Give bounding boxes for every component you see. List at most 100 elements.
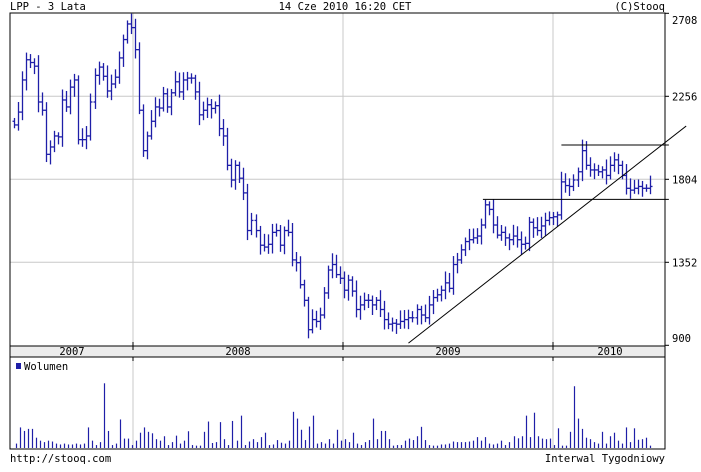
price-bar — [322, 287, 327, 319]
price-bar — [48, 140, 53, 165]
price-bar — [608, 156, 613, 180]
year-label: 2008 — [225, 346, 250, 358]
price-bar — [314, 310, 319, 328]
price-bar — [535, 217, 540, 236]
price-bar — [12, 117, 17, 129]
price-bar — [439, 285, 444, 302]
price-bar — [467, 228, 472, 251]
price-bar — [471, 228, 476, 244]
price-bar — [334, 254, 339, 278]
price-bar — [217, 94, 222, 137]
price-bar — [93, 68, 98, 109]
price-bar — [40, 92, 45, 116]
footer-url[interactable]: http://stooq.com — [10, 453, 111, 465]
price-bar — [36, 55, 41, 113]
price-bar — [241, 167, 246, 201]
price-bar — [254, 214, 259, 238]
price-bar — [270, 223, 275, 254]
price-bar — [531, 218, 536, 238]
price-bar — [543, 212, 548, 236]
price-bar — [366, 294, 371, 309]
year-label: 2009 — [435, 346, 460, 358]
price-bar — [415, 304, 420, 325]
price-bar — [447, 272, 452, 293]
price-bar — [141, 104, 146, 157]
price-bar — [229, 158, 234, 188]
price-bar — [197, 81, 202, 126]
price-bar — [511, 224, 516, 246]
price-bar — [177, 72, 182, 98]
price-bar — [44, 102, 49, 163]
price-bar — [523, 236, 528, 250]
price-bar — [193, 74, 198, 100]
copyright: (C)Stooq — [614, 1, 665, 13]
price-bar — [286, 219, 291, 237]
price-bar — [592, 163, 597, 180]
price-bar — [137, 42, 142, 115]
y-tick-label: 900 — [672, 333, 691, 345]
price-bar — [298, 256, 303, 289]
price-bar — [20, 71, 25, 121]
price-bar — [213, 101, 218, 114]
y-axis: 2708 2256 1804 1352 900 — [665, 12, 697, 346]
price-bar — [455, 252, 460, 274]
price-bar — [169, 88, 174, 116]
price-bar — [459, 244, 464, 264]
price-bar — [571, 174, 576, 192]
price-bar — [451, 256, 456, 295]
price-bar — [479, 218, 484, 245]
price-bar — [330, 253, 335, 279]
price-bar — [209, 99, 214, 119]
price-bar — [628, 178, 633, 199]
price-bar — [555, 211, 560, 227]
price-bar — [527, 216, 532, 252]
price-bar — [129, 13, 134, 35]
price-bar — [612, 152, 617, 172]
price-bar — [157, 98, 162, 117]
price-bar — [584, 141, 589, 170]
price-bar — [60, 89, 65, 147]
price-bar — [559, 171, 564, 220]
price-bar — [153, 97, 158, 128]
price-bar — [515, 226, 520, 248]
price-bar — [427, 295, 432, 325]
price-bar — [475, 228, 480, 244]
price-bar — [68, 79, 73, 115]
price-bar — [52, 130, 57, 153]
price-bar — [588, 157, 593, 177]
price-bar — [616, 153, 621, 175]
price-bar — [636, 179, 641, 195]
price-bar — [362, 292, 367, 311]
price-bar — [173, 71, 178, 97]
price-bar — [165, 88, 170, 113]
price-bar — [258, 225, 263, 255]
price-bar — [24, 52, 29, 91]
price-bar — [487, 201, 492, 216]
price-bar — [443, 271, 448, 300]
y-tick-label: 2256 — [672, 91, 697, 103]
price-bar — [596, 164, 601, 176]
volume-bars — [15, 383, 652, 448]
price-bar — [249, 212, 254, 236]
price-bar — [419, 305, 424, 325]
price-bar — [101, 63, 106, 81]
price-bar — [648, 175, 653, 195]
x-axis-years: 2007 2008 2009 2010 — [59, 342, 623, 361]
price-bar — [84, 126, 89, 150]
price-bar — [133, 18, 138, 59]
price-bar — [338, 266, 343, 284]
volume-legend-swatch — [16, 363, 21, 369]
chart-datetime: 14 Cze 2010 16:20 CET — [279, 1, 412, 13]
price-bar — [121, 34, 126, 67]
price-bar — [346, 274, 351, 301]
price-bar — [88, 93, 93, 141]
price-bar — [201, 101, 206, 121]
price-bars — [12, 13, 653, 339]
price-bar — [491, 199, 496, 234]
price-bar — [32, 58, 37, 75]
price-bar — [435, 288, 440, 302]
trend-lines — [408, 125, 687, 344]
price-bar — [551, 211, 556, 226]
price-bar — [463, 237, 468, 257]
price-bar — [28, 54, 33, 69]
